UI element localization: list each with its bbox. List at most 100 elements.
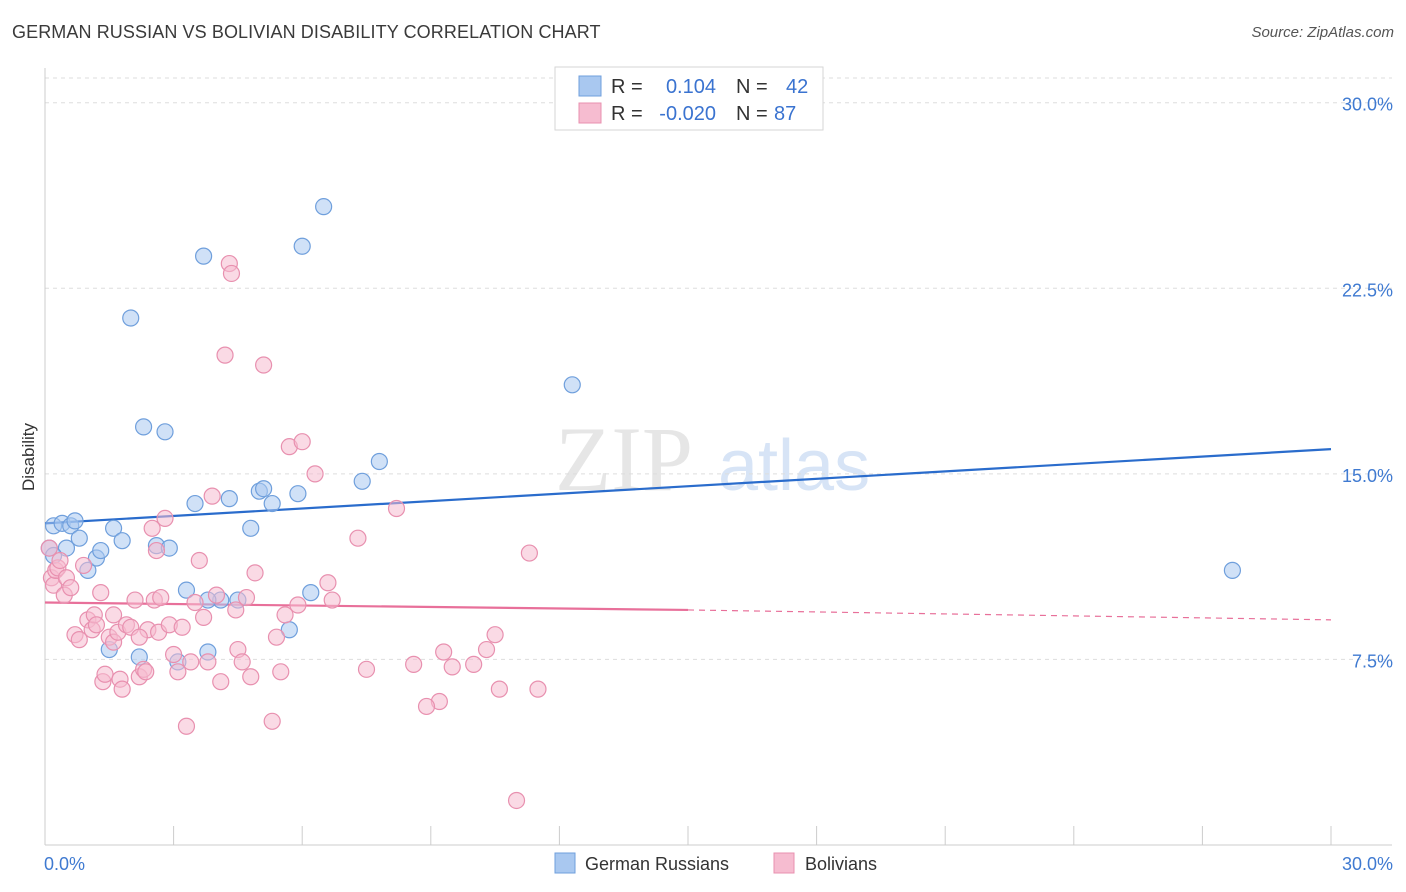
point-german-russians: [255, 480, 273, 498]
point-bolivians: [263, 712, 281, 730]
y-tick-label: 22.5%: [1342, 280, 1393, 300]
chart-title: GERMAN RUSSIAN VS BOLIVIAN DISABILITY CO…: [12, 22, 601, 42]
legend-n-value-2: 87: [774, 103, 796, 125]
point-bolivians: [490, 680, 508, 698]
point-bolivians: [237, 588, 256, 607]
y-tick-label: 7.5%: [1352, 651, 1393, 671]
legend-r-value-2: -0.020: [659, 103, 716, 125]
point-bolivians: [276, 606, 294, 624]
point-german-russians: [195, 247, 213, 265]
series-legend-swatch-bolivians: [773, 852, 795, 874]
y-axis-title: Disability: [19, 422, 38, 491]
point-bolivians: [212, 673, 230, 691]
point-bolivians: [137, 663, 155, 681]
point-bolivians: [477, 640, 496, 659]
point-german-russians: [242, 519, 260, 537]
point-bolivians: [289, 596, 307, 614]
point-bolivians: [272, 663, 290, 681]
point-german-russians: [353, 472, 371, 490]
point-german-russians: [70, 529, 88, 547]
point-german-russians: [104, 519, 123, 537]
point-german-russians: [1223, 561, 1242, 579]
point-bolivians: [233, 653, 251, 671]
point-german-russians: [134, 418, 153, 436]
point-bolivians: [507, 791, 526, 810]
point-bolivians: [246, 564, 264, 582]
point-bolivians: [169, 663, 187, 681]
point-bolivians: [520, 544, 538, 562]
x-tick-label-min: 0.0%: [44, 854, 85, 874]
point-bolivians: [195, 608, 213, 626]
point-bolivians: [173, 618, 191, 636]
point-bolivians: [147, 541, 166, 560]
point-bolivians: [96, 665, 114, 683]
point-bolivians: [143, 519, 161, 537]
point-bolivians: [443, 658, 461, 676]
point-bolivians: [216, 346, 234, 364]
point-bolivians: [87, 616, 106, 634]
point-german-russians: [315, 198, 333, 216]
point-bolivians: [113, 680, 131, 698]
legend-r-label-1: R =: [611, 76, 643, 98]
x-tick-label-max: 30.0%: [1342, 854, 1393, 874]
point-german-russians: [113, 532, 131, 550]
point-bolivians: [74, 556, 93, 575]
legend-swatch-blue: [578, 75, 602, 97]
point-german-russians: [66, 512, 84, 530]
point-bolivians: [104, 606, 123, 624]
series-legend-label-german-russians: German Russians: [585, 854, 729, 874]
point-german-russians: [293, 237, 311, 255]
point-bolivians: [51, 551, 69, 570]
stats-legend: R = 0.104 N = 42 R = -0.020 N = 87: [554, 66, 824, 131]
point-german-russians: [289, 485, 307, 503]
series-legend: German Russians Bolivians: [554, 852, 877, 874]
point-bolivians: [156, 509, 174, 528]
point-bolivians: [255, 356, 273, 374]
point-bolivians: [267, 628, 286, 646]
point-german-russians: [156, 423, 174, 441]
point-bolivians: [186, 593, 204, 612]
legend-n-label-2: N =: [736, 103, 768, 125]
point-bolivians: [405, 655, 423, 673]
point-bolivians: [387, 499, 406, 518]
point-german-russians: [122, 309, 140, 327]
point-bolivians: [306, 465, 324, 483]
point-bolivians: [62, 579, 80, 597]
point-german-russians: [220, 490, 238, 508]
point-bolivians: [417, 697, 436, 716]
point-bolivians: [203, 487, 221, 505]
point-german-russians: [186, 494, 204, 513]
point-bolivians: [319, 574, 337, 592]
point-german-russians: [263, 494, 281, 513]
y-tick-label: 15.0%: [1342, 466, 1393, 486]
point-bolivians: [293, 433, 311, 451]
point-bolivians: [199, 653, 217, 671]
legend-swatch-pink: [578, 102, 602, 124]
point-bolivians: [190, 551, 208, 570]
series-legend-swatch-german-russians: [554, 852, 576, 874]
point-bolivians: [529, 680, 547, 698]
point-bolivians: [242, 668, 260, 686]
axes: 7.5% 15.0% 22.5% 30.0% 0.0% 30.0%: [44, 68, 1393, 874]
point-bolivians: [465, 655, 483, 673]
point-bolivians: [349, 529, 367, 547]
point-bolivians: [222, 264, 241, 283]
point-bolivians: [126, 591, 144, 609]
trend-line-bolivians: [687, 609, 1332, 621]
trend-line-german-russians: [44, 448, 1332, 525]
point-bolivians: [92, 584, 110, 602]
series-legend-label-bolivians: Bolivians: [805, 854, 877, 874]
watermark-atlas: atlas: [718, 426, 870, 506]
source-credit: Source: ZipAtlas.com: [1251, 24, 1394, 41]
legend-n-label-1: N =: [736, 76, 768, 98]
point-bolivians: [435, 643, 453, 661]
legend-r-label-2: R =: [611, 103, 643, 125]
point-bolivians: [152, 588, 170, 607]
point-bolivians: [227, 601, 245, 619]
point-german-russians: [370, 452, 388, 471]
point-german-russians: [302, 584, 320, 602]
watermark-zip: ZIP: [555, 408, 693, 510]
point-bolivians: [357, 660, 376, 678]
point-bolivians: [40, 539, 58, 557]
